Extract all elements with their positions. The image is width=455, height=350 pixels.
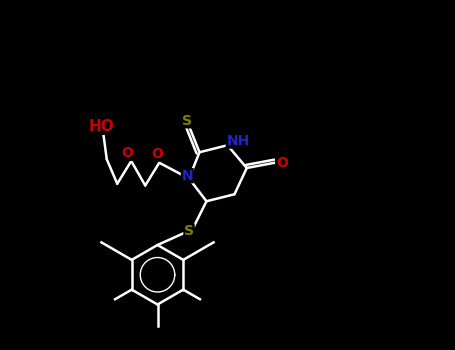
Text: S: S xyxy=(182,114,192,128)
Text: S: S xyxy=(184,224,194,238)
Text: O: O xyxy=(152,147,163,161)
Text: NH: NH xyxy=(227,134,250,148)
Text: O: O xyxy=(276,156,288,170)
Text: N: N xyxy=(182,169,193,183)
Text: HO: HO xyxy=(89,119,114,134)
Text: O: O xyxy=(121,146,133,160)
